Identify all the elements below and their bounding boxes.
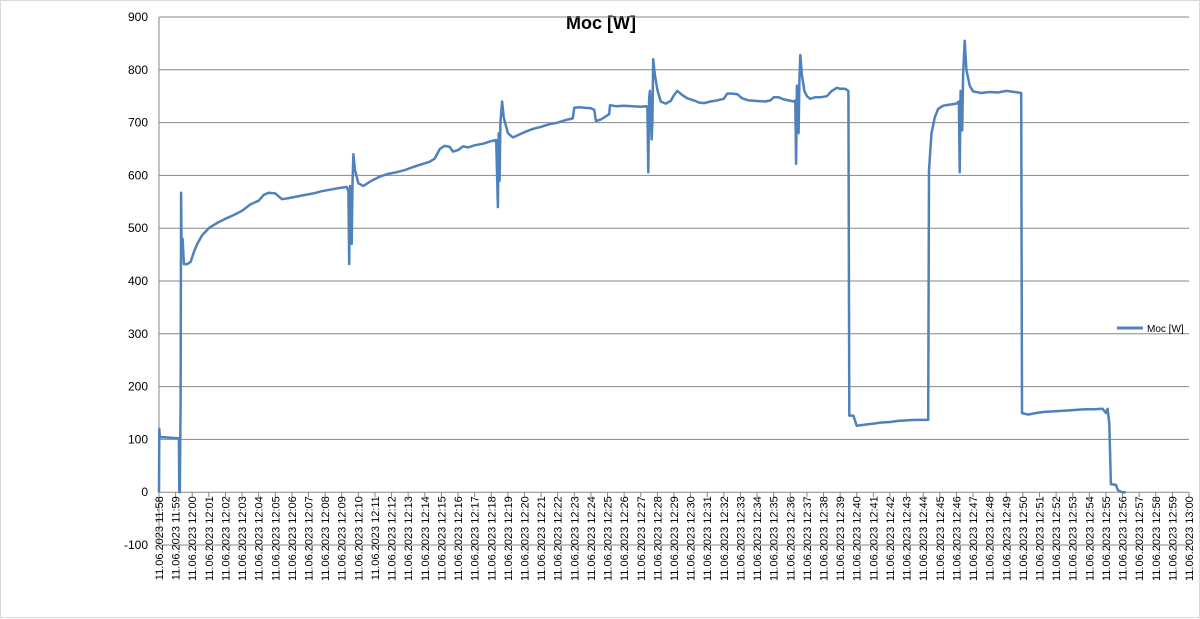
x-tick-label: 11.06.2023 12:38 bbox=[819, 496, 831, 581]
x-tick-label: 11.06.2023 12:13 bbox=[403, 496, 415, 581]
y-tick-label: 0 bbox=[141, 485, 148, 499]
x-tick-label: 11.06.2023 12:11 bbox=[370, 496, 382, 580]
y-tick-label: 900 bbox=[128, 10, 148, 24]
x-tick-label: 11.06.2023 12:04 bbox=[254, 496, 266, 581]
x-tick-label: 11.06.2023 12:41 bbox=[868, 496, 880, 581]
x-tick-label: 11.06.2023 12:39 bbox=[835, 496, 847, 581]
x-tick-label: 11.06.2023 12:19 bbox=[503, 496, 515, 581]
x-tick-label: 11.06.2023 12:43 bbox=[902, 496, 914, 581]
x-tick-label: 11.06.2023 12:03 bbox=[237, 496, 249, 581]
x-tick-label: 11.06.2023 12:20 bbox=[519, 496, 531, 581]
x-tick-label: 11.06.2023 12:07 bbox=[304, 496, 316, 581]
x-tick-label: 11.06.2023 12:25 bbox=[603, 496, 615, 581]
x-tick-label: 11.06.2023 12:09 bbox=[337, 496, 349, 581]
y-tick-label: 200 bbox=[128, 380, 148, 394]
y-tick-label: 700 bbox=[128, 116, 148, 130]
x-tick-label: 11.06.2023 12:58 bbox=[1151, 496, 1163, 581]
x-tick-label: 11.06.2023 12:05 bbox=[270, 496, 282, 581]
x-tick-label: 11.06.2023 12:40 bbox=[852, 496, 864, 581]
x-tick-label: 11.06.2023 12:33 bbox=[735, 496, 747, 581]
x-tick-label: 11.06.2023 12:50 bbox=[1018, 496, 1030, 581]
x-tick-label: 11.06.2023 12:49 bbox=[1001, 496, 1013, 581]
x-tick-label: 11.06.2023 12:12 bbox=[387, 496, 399, 581]
x-tick-label: 11.06.2023 12:18 bbox=[486, 496, 498, 581]
x-tick-label: 11.06.2023 12:54 bbox=[1084, 496, 1096, 581]
x-tick-label: 11.06.2023 12:00 bbox=[187, 496, 199, 581]
x-tick-label: 11.06.2023 12:45 bbox=[935, 496, 947, 581]
y-tick-label: 500 bbox=[128, 221, 148, 235]
series-line bbox=[157, 39, 1126, 494]
x-tick-label: 11.06.2023 12:21 bbox=[536, 496, 548, 581]
x-tick-label: 11.06.2023 12:24 bbox=[586, 496, 598, 581]
x-tick-label: 11.06.2023 12:53 bbox=[1068, 496, 1080, 581]
x-tick-label: 11.06.2023 12:30 bbox=[686, 496, 698, 581]
x-tick-label: 11.06.2023 12:52 bbox=[1051, 496, 1063, 581]
x-tick-label: 11.06.2023 12:32 bbox=[719, 496, 731, 581]
y-tick-label: 800 bbox=[128, 63, 148, 77]
x-tick-label: 11.06.2023 12:37 bbox=[802, 496, 814, 581]
x-tick-label: 11.06.2023 13:00 bbox=[1184, 496, 1196, 581]
x-tick-label: 11.06.2023 12:44 bbox=[918, 496, 930, 581]
y-tick-label: 400 bbox=[128, 274, 148, 288]
x-tick-label: 11.06.2023 12:16 bbox=[453, 496, 465, 581]
x-tick-label: 11.06.2023 12:06 bbox=[287, 496, 299, 581]
x-tick-label: 11.06.2023 11:58 bbox=[154, 496, 166, 580]
x-tick-label: 11.06.2023 12:57 bbox=[1134, 496, 1146, 581]
y-tick-label: 600 bbox=[128, 168, 148, 182]
x-tick-label: 11.06.2023 12:22 bbox=[553, 496, 565, 581]
x-tick-label: 11.06.2023 12:28 bbox=[652, 496, 664, 581]
x-tick-label: 11.06.2023 12:31 bbox=[702, 496, 714, 581]
x-tick-label: 11.06.2023 12:36 bbox=[785, 496, 797, 581]
x-tick-label: 11.06.2023 12:34 bbox=[752, 496, 764, 581]
x-tick-label: 11.06.2023 12:02 bbox=[220, 496, 232, 581]
x-tick-label: 11.06.2023 12:10 bbox=[353, 496, 365, 581]
x-tick-label: 11.06.2023 12:08 bbox=[320, 496, 332, 581]
x-tick-label: 11.06.2023 11:59 bbox=[171, 496, 183, 580]
x-tick-label: 11.06.2023 12:59 bbox=[1167, 496, 1179, 581]
x-tick-label: 11.06.2023 12:01 bbox=[204, 496, 216, 581]
x-tick-label: 11.06.2023 12:29 bbox=[669, 496, 681, 581]
x-tick-label: 11.06.2023 12:26 bbox=[619, 496, 631, 581]
x-tick-label: 11.06.2023 12:14 bbox=[420, 496, 432, 581]
y-tick-label: 300 bbox=[128, 327, 148, 341]
x-tick-label: 11.06.2023 12:35 bbox=[769, 496, 781, 581]
x-tick-label: 11.06.2023 12:42 bbox=[885, 496, 897, 581]
legend-label: Moc [W] bbox=[1147, 324, 1184, 335]
x-tick-label: 11.06.2023 12:23 bbox=[569, 496, 581, 581]
x-tick-label: 11.06.2023 12:47 bbox=[968, 496, 980, 581]
x-tick-label: 11.06.2023 12:27 bbox=[636, 496, 648, 581]
x-tick-label: 11.06.2023 12:46 bbox=[951, 496, 963, 581]
x-tick-label: 11.06.2023 12:51 bbox=[1034, 496, 1046, 581]
x-tick-label: 11.06.2023 12:17 bbox=[470, 496, 482, 581]
x-tick-label: 11.06.2023 12:55 bbox=[1101, 496, 1113, 581]
y-tick-label: -100 bbox=[124, 538, 148, 552]
x-tick-label: 11.06.2023 12:15 bbox=[436, 496, 448, 581]
chart-title: Moc [W] bbox=[566, 13, 636, 33]
x-tick-label: 11.06.2023 12:56 bbox=[1118, 496, 1130, 581]
y-tick-label: 100 bbox=[128, 432, 148, 446]
x-tick-label: 11.06.2023 12:48 bbox=[985, 496, 997, 581]
